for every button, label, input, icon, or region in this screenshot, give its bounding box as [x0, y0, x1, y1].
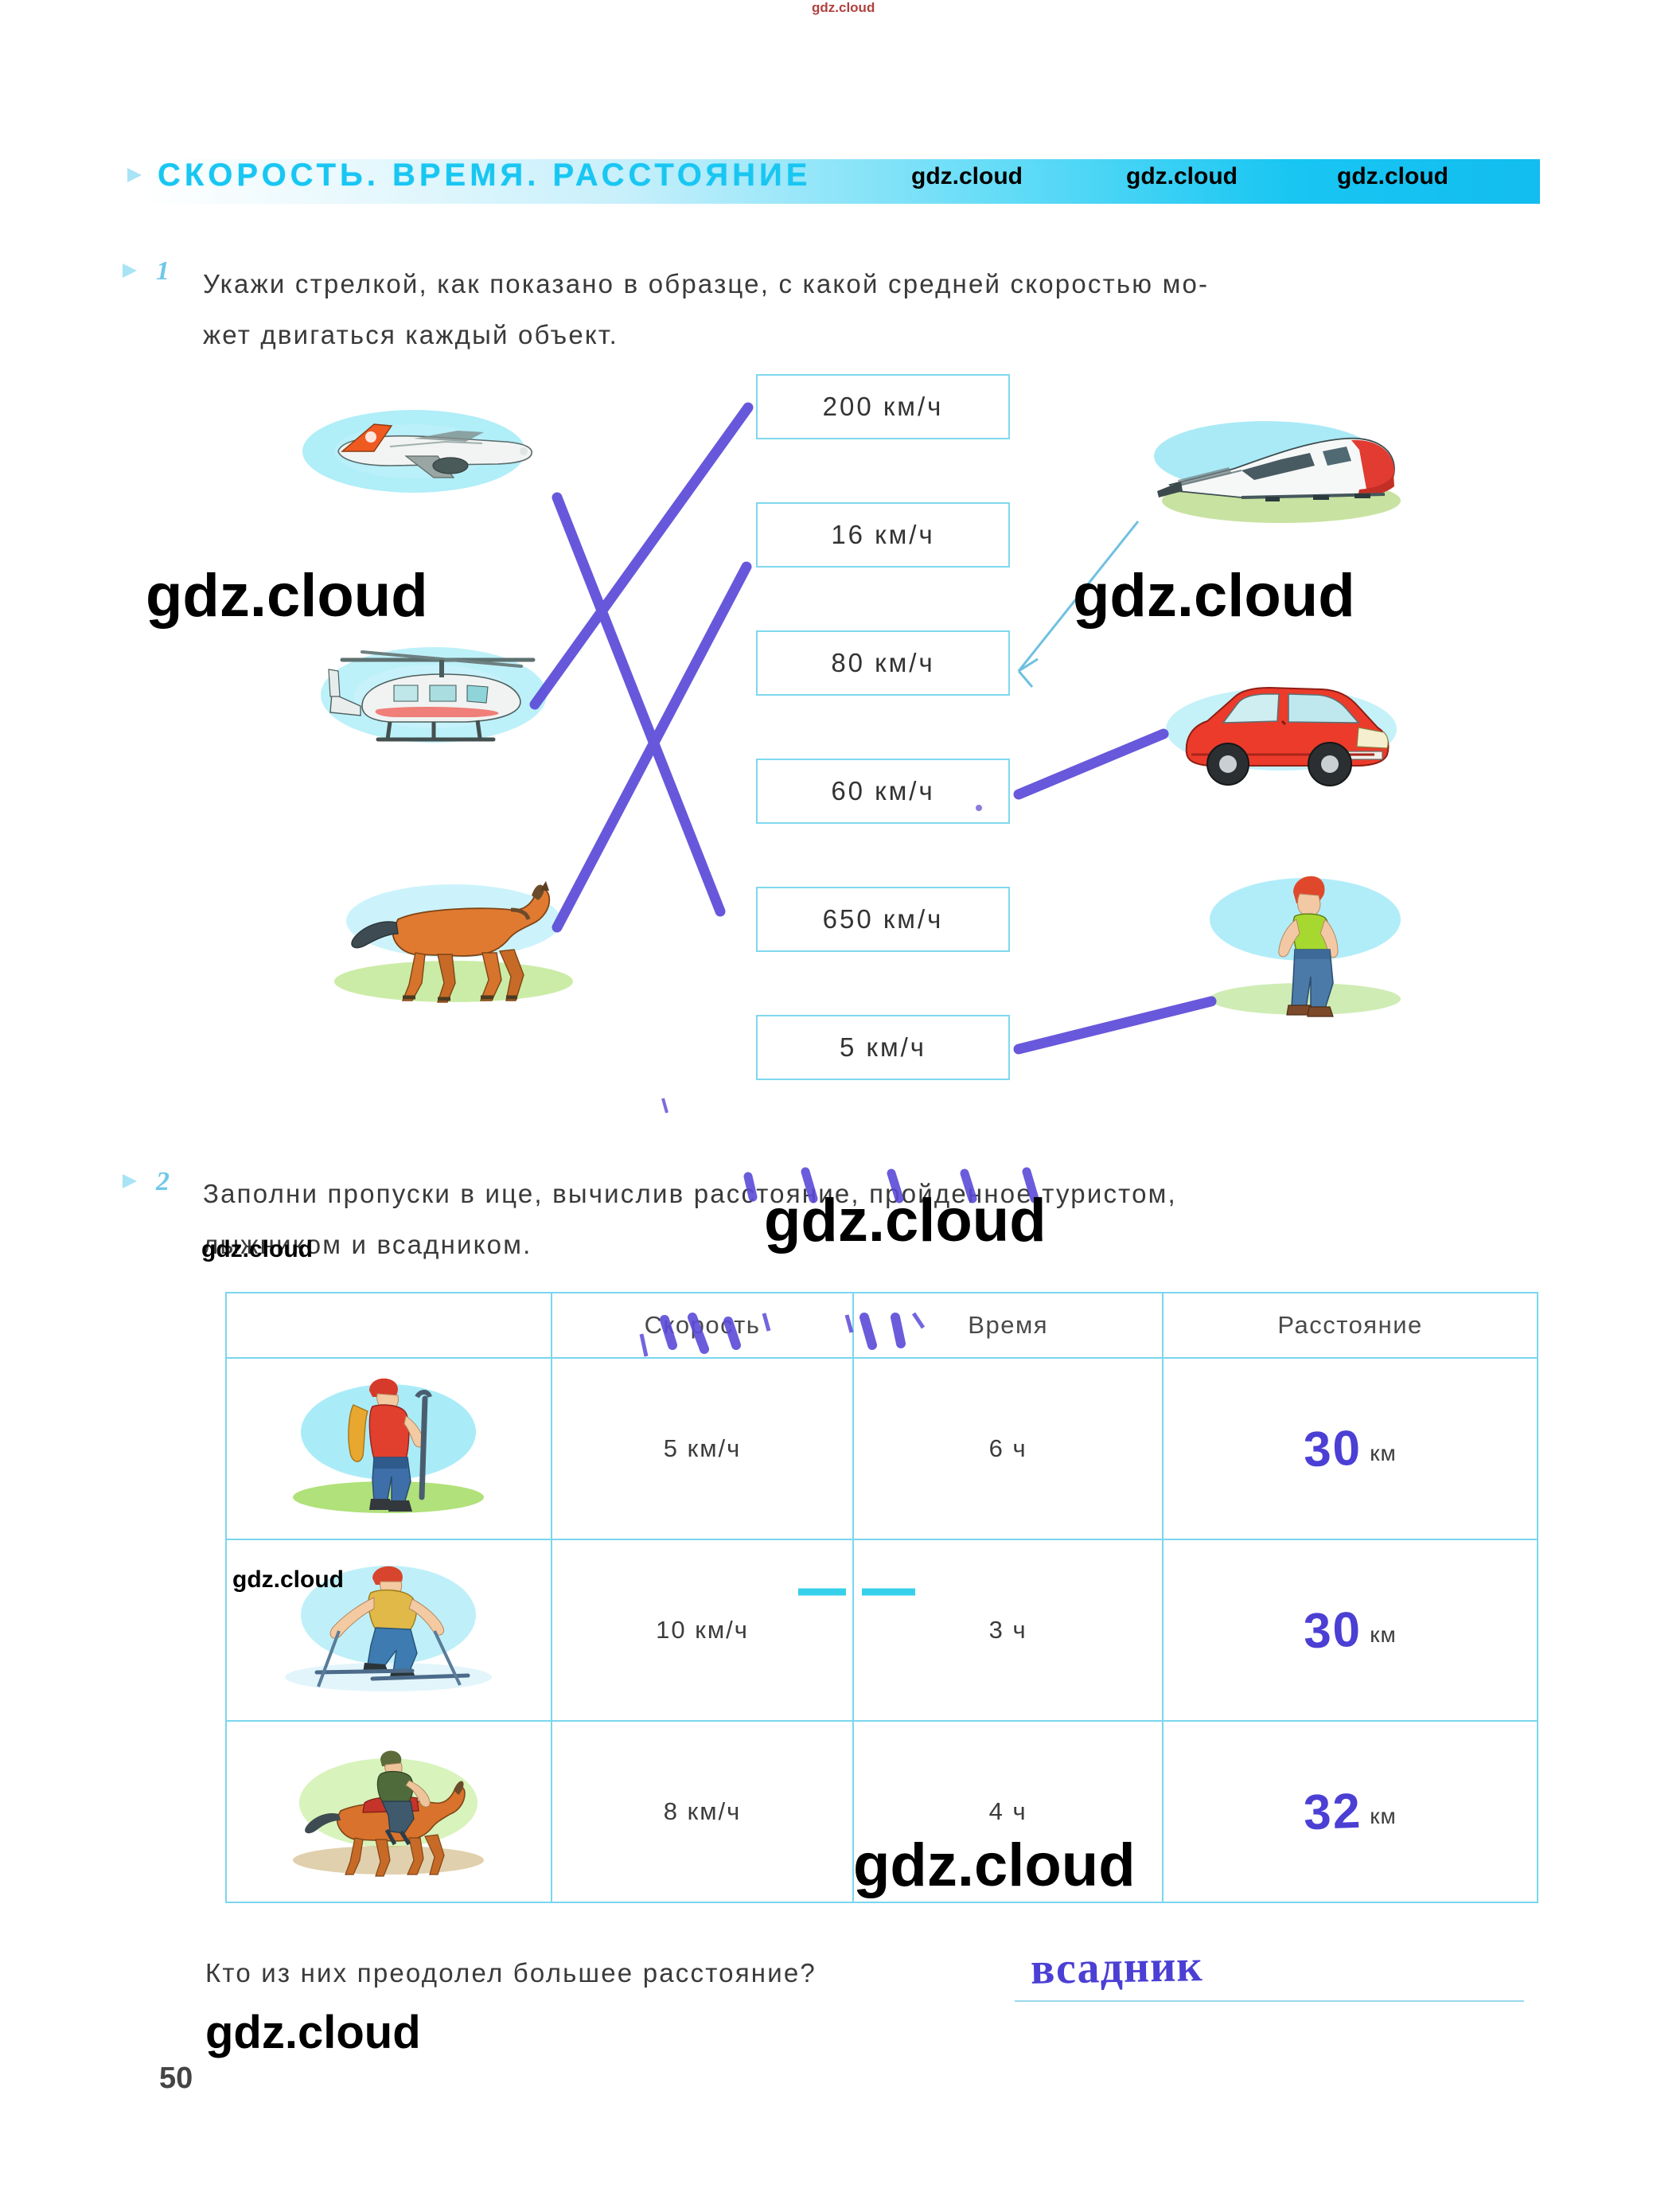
handwritten-distance: 30 — [1303, 1420, 1363, 1477]
helicopter-image — [314, 633, 561, 752]
header-cell-speed: Скорость — [550, 1292, 855, 1359]
task1-instruction-line1: Укажи стрелкой, как показано в образце, … — [203, 269, 1210, 298]
cell-distance[interactable]: 30 км — [1162, 1357, 1538, 1540]
watermark-top: gdz.cloud — [812, 0, 875, 15]
cell-speed: 5 км/ч — [550, 1357, 855, 1540]
airplane-image — [294, 402, 549, 505]
final-question: Кто из них преодолел большее расстояние? — [205, 1958, 817, 1988]
header-cell-time: Время — [852, 1292, 1164, 1359]
cell-speed: 8 км/ч — [550, 1720, 855, 1903]
page-title: СКОРОСТЬ. ВРЕМЯ. РАССТОЯНИЕ — [158, 158, 812, 193]
speed-box-80[interactable]: 80 км/ч — [756, 630, 1010, 696]
task2-instruction-line2: лыжником и всадником. — [203, 1230, 532, 1259]
task2-instruction-line1: Заполни пропуски в ице, вычислив расстоя… — [203, 1179, 1177, 1208]
table-header-row: Скорость Время Расстояние — [225, 1292, 1538, 1359]
distance-unit: км — [1370, 1803, 1397, 1828]
table-header: Скорость Время Расстояние — [225, 1292, 1538, 1359]
speed-box-650[interactable]: 650 км/ч — [756, 887, 1010, 952]
cell-speed: 10 км/ч — [550, 1539, 855, 1722]
distance-unit: км — [1370, 1440, 1397, 1465]
handwritten-answer: всадник — [1030, 1941, 1204, 1994]
watermark-bottom: gdz.cloud — [205, 2007, 421, 2058]
cell-image-skier — [225, 1539, 552, 1722]
speed-box-5[interactable]: 5 км/ч — [756, 1015, 1010, 1080]
watermark-right-large: gdz.cloud — [1073, 562, 1355, 630]
cell-image-hiker — [225, 1357, 552, 1540]
table-row: 8 км/ч 4 ч 32 км — [225, 1720, 1538, 1903]
page-number: 50 — [159, 2062, 193, 2095]
task2-instruction: Заполни пропуски в ице, вычислив расстоя… — [203, 1168, 1572, 1270]
horse-image — [326, 864, 581, 1007]
cell-image-rider — [225, 1720, 552, 1903]
table-body: 5 км/ч 6 ч 30 км — [225, 1357, 1538, 1903]
speed-box-60[interactable]: 60 км/ч — [756, 759, 1010, 824]
header-cell-distance: Расстояние — [1162, 1292, 1538, 1359]
handwritten-distance: 30 — [1303, 1601, 1363, 1659]
task2-number: 2 — [156, 1167, 170, 1196]
cell-time: 4 ч — [852, 1720, 1164, 1903]
car-image — [1158, 677, 1405, 796]
header-cell-image — [225, 1292, 552, 1359]
task1-instruction: Укажи стрелкой, как показано в образце, … — [203, 259, 1556, 361]
task1-number: 1 — [156, 256, 170, 286]
header-arrow-icon — [126, 166, 146, 186]
table-row: 5 км/ч 6 ч 30 км — [225, 1357, 1538, 1540]
handwritten-distance: 32 — [1303, 1783, 1363, 1840]
task1-instruction-line2: жет двигаться каждый объект. — [203, 320, 618, 349]
task2-arrow-icon — [121, 1172, 142, 1192]
cell-distance[interactable]: 32 км — [1162, 1720, 1538, 1903]
task1-arrow-icon — [121, 261, 142, 282]
cell-distance[interactable]: 30 км — [1162, 1539, 1538, 1722]
train-image — [1146, 418, 1401, 529]
cell-time: 6 ч — [852, 1357, 1164, 1540]
section-header-bar — [139, 159, 1540, 204]
cell-time: 3 ч — [852, 1539, 1164, 1722]
answer-underline — [1015, 2000, 1524, 2002]
table-row: 10 км/ч 3 ч 30 км — [225, 1539, 1538, 1722]
speed-box-16[interactable]: 16 км/ч — [756, 502, 1010, 568]
watermark-left-large: gdz.cloud — [146, 562, 428, 630]
distance-unit: км — [1370, 1621, 1397, 1647]
speed-time-distance-table: Скорость Время Расстояние — [225, 1292, 1538, 1903]
speed-box-200[interactable]: 200 км/ч — [756, 374, 1010, 439]
pedestrian-image — [1198, 864, 1413, 1023]
